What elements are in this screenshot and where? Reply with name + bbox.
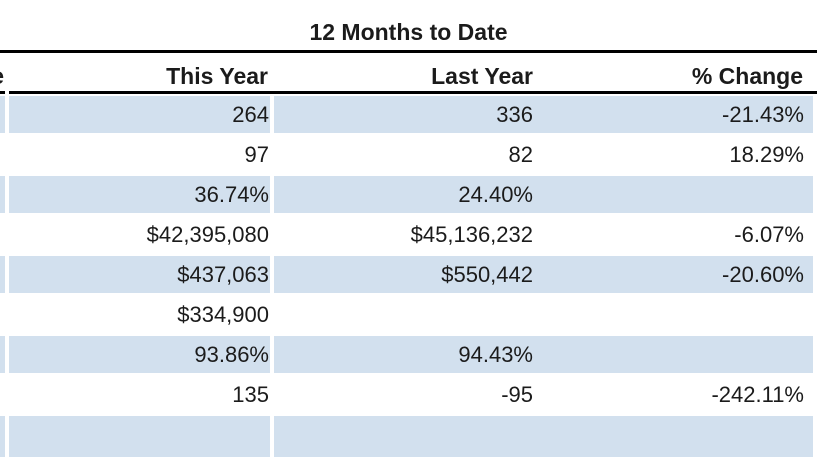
- clipped-left-column-cell: [0, 336, 5, 373]
- clipped-left-column-cell: [0, 136, 5, 173]
- cell-this-year: 135: [232, 381, 269, 407]
- table-row: 264 336 -21.43%: [0, 96, 819, 136]
- cell-last-year: 82: [508, 141, 533, 167]
- clipped-left-column-cell: [0, 216, 5, 253]
- row-values: [274, 416, 813, 457]
- cell-last-year: -95: [501, 381, 533, 407]
- cell-this-year: 264: [9, 96, 270, 133]
- header-underline: [9, 91, 817, 94]
- cell-this-year: $334,900: [177, 301, 269, 327]
- table-row: 135 -95 -242.11%: [0, 376, 819, 416]
- table-body: 264 336 -21.43% 97 82 18.29% 36.74% 24.4…: [0, 96, 819, 457]
- title-underline: [0, 50, 817, 53]
- clipped-left-column-cell: [0, 96, 5, 133]
- row-values: 94.43%: [274, 336, 813, 373]
- cell-last-year: $550,442: [441, 261, 533, 287]
- row-values: 24.40%: [274, 176, 813, 213]
- table-title: 12 Months to Date: [309, 19, 508, 45]
- table-row: $42,395,080 $45,136,232 -6.07%: [0, 216, 819, 256]
- table-row: [0, 416, 819, 457]
- cell-last-year: $45,136,232: [410, 221, 533, 247]
- cell-last-year: 24.40%: [458, 181, 533, 207]
- row-values: 82 18.29%: [274, 136, 813, 173]
- table-row: $334,900: [0, 296, 819, 336]
- row-values: $550,442 -20.60%: [274, 256, 813, 293]
- clipped-left-column-cell: [0, 416, 5, 457]
- column-header-this-year: This Year: [166, 63, 268, 89]
- clipped-left-column-header: e: [0, 62, 5, 90]
- table-header-row: e This Year Last Year % Change: [0, 62, 819, 90]
- column-header-pct-change: % Change: [691, 63, 803, 89]
- row-values: $45,136,232 -6.07%: [274, 216, 813, 253]
- cell-this-year: 93.86%: [9, 336, 270, 373]
- clipped-left-column-cell: [0, 376, 5, 413]
- cell-pct-change: -20.60%: [722, 261, 804, 287]
- cell-last-year: 94.43%: [458, 341, 533, 367]
- cell-this-year: 36.74%: [9, 176, 270, 213]
- header-underline-left-segment: [0, 91, 5, 94]
- table-row: 97 82 18.29%: [0, 136, 819, 176]
- cell-last-year: 336: [496, 101, 533, 127]
- clipped-left-column-cell: [0, 176, 5, 213]
- cell-pct-change: -6.07%: [734, 221, 804, 247]
- row-values: -95 -242.11%: [274, 376, 813, 413]
- cell-pct-change: -242.11%: [711, 381, 804, 407]
- cell-pct-change: -21.43%: [722, 101, 804, 127]
- cell-this-year: $437,063: [9, 256, 270, 293]
- cell-this-year: 97: [244, 141, 269, 167]
- cell-pct-change: 18.29%: [729, 141, 804, 167]
- column-header-last-year: Last Year: [431, 63, 533, 89]
- row-values: 336 -21.43%: [274, 96, 813, 133]
- cell-this-year: [9, 416, 270, 457]
- cell-this-year: $42,395,080: [146, 221, 269, 247]
- table-row: $437,063 $550,442 -20.60%: [0, 256, 819, 296]
- clipped-left-column-cell: [0, 296, 5, 333]
- row-values: [274, 296, 813, 333]
- clipped-header-fragment: e: [0, 62, 4, 90]
- clipped-left-column-cell: [0, 256, 5, 293]
- table-row: 36.74% 24.40%: [0, 176, 819, 216]
- table-row: 93.86% 94.43%: [0, 336, 819, 376]
